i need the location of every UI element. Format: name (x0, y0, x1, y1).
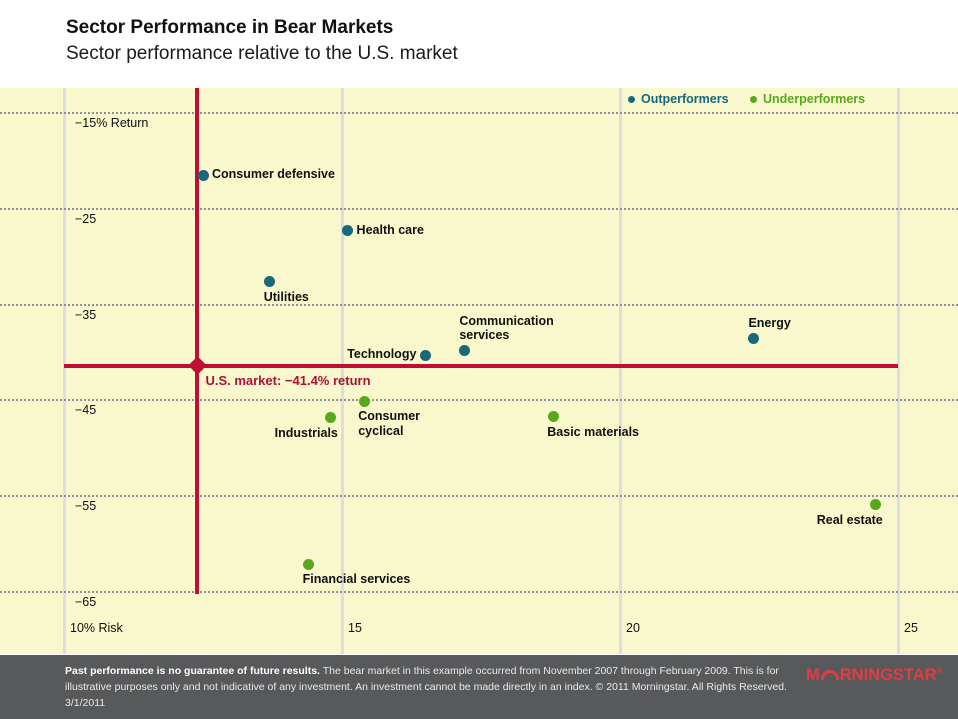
data-point-label: Consumer defensive (212, 167, 335, 182)
disclaimer-bold: Past performance is no guarantee of futu… (65, 665, 320, 677)
data-point-label: Industrials (274, 425, 338, 440)
data-point (747, 332, 759, 344)
data-point (419, 349, 431, 361)
gridline-h (0, 303, 958, 306)
data-point (358, 395, 370, 407)
data-point-label: Technology (347, 347, 417, 362)
data-point (325, 412, 337, 424)
data-point-label: Utilities (263, 289, 309, 304)
us-market-vline (195, 88, 200, 594)
gridline-h (0, 591, 958, 593)
plot-area (0, 88, 958, 654)
data-point-label: Health care (356, 222, 424, 237)
x-tick-label: 20 (626, 621, 640, 635)
gridline-v (618, 88, 622, 654)
y-tick-label: −25 (75, 211, 97, 226)
legend-underperformers: Underperformers (750, 92, 865, 106)
data-point-label: Financial services (302, 572, 411, 587)
data-point (547, 411, 559, 423)
page-title: Sector Performance in Bear Markets (66, 17, 394, 38)
us-market-label: U.S. market: −41.4% return (205, 372, 371, 388)
morningstar-logo: M RNINGSTAR® (806, 666, 943, 685)
data-point-label: Communication services (459, 313, 554, 343)
x-tick-label: 10% Risk (70, 621, 123, 635)
legend-outperformers-label: Outperformers (641, 92, 729, 106)
logo-registered-mark: ® (936, 666, 943, 676)
page-subtitle: Sector performance relative to the U.S. … (66, 42, 458, 64)
data-point (458, 345, 470, 357)
data-point (303, 558, 315, 570)
gridline-v (896, 88, 900, 654)
underperformers-dot-icon (750, 95, 757, 103)
gridline-v (340, 88, 344, 654)
gridline-h (0, 495, 958, 498)
data-point-label: Consumer cyclical (358, 409, 421, 438)
gridline-h (0, 112, 958, 114)
logo-rest: RNINGSTAR (839, 666, 937, 684)
gridline-h (0, 399, 958, 402)
legend-outperformers: Outperformers (628, 92, 729, 106)
data-point-label: Real estate (816, 512, 883, 527)
data-point (197, 169, 209, 181)
data-point-label: Basic materials (547, 424, 639, 439)
legend-underperformers-label: Underperformers (763, 92, 866, 106)
gridline-h (0, 207, 958, 210)
gridline-v (62, 88, 66, 654)
logo-sunrise-icon (820, 670, 839, 680)
y-tick-label: −35 (75, 307, 97, 322)
footer-bar: Past performance is no guarantee of futu… (0, 655, 958, 719)
x-tick-label: 25 (904, 621, 918, 635)
data-point (342, 225, 354, 237)
data-point (870, 499, 882, 511)
y-tick-label: −55 (75, 499, 97, 514)
outperformers-dot-icon (628, 95, 635, 103)
chart-header: Sector Performance in Bear Markets Secto… (66, 15, 458, 66)
logo-m: M (806, 666, 820, 684)
y-tick-label: −65 (75, 595, 97, 609)
data-point (264, 276, 276, 288)
x-tick-label: 15 (348, 621, 362, 635)
disclaimer-body: The bear market in this example occurred… (65, 665, 787, 709)
data-point-label: Energy (748, 315, 791, 330)
us-market-hline (64, 363, 898, 368)
y-tick-label: −15% Return (75, 116, 149, 130)
disclaimer-text: Past performance is no guarantee of futu… (65, 664, 787, 711)
y-tick-label: −45 (75, 403, 97, 418)
